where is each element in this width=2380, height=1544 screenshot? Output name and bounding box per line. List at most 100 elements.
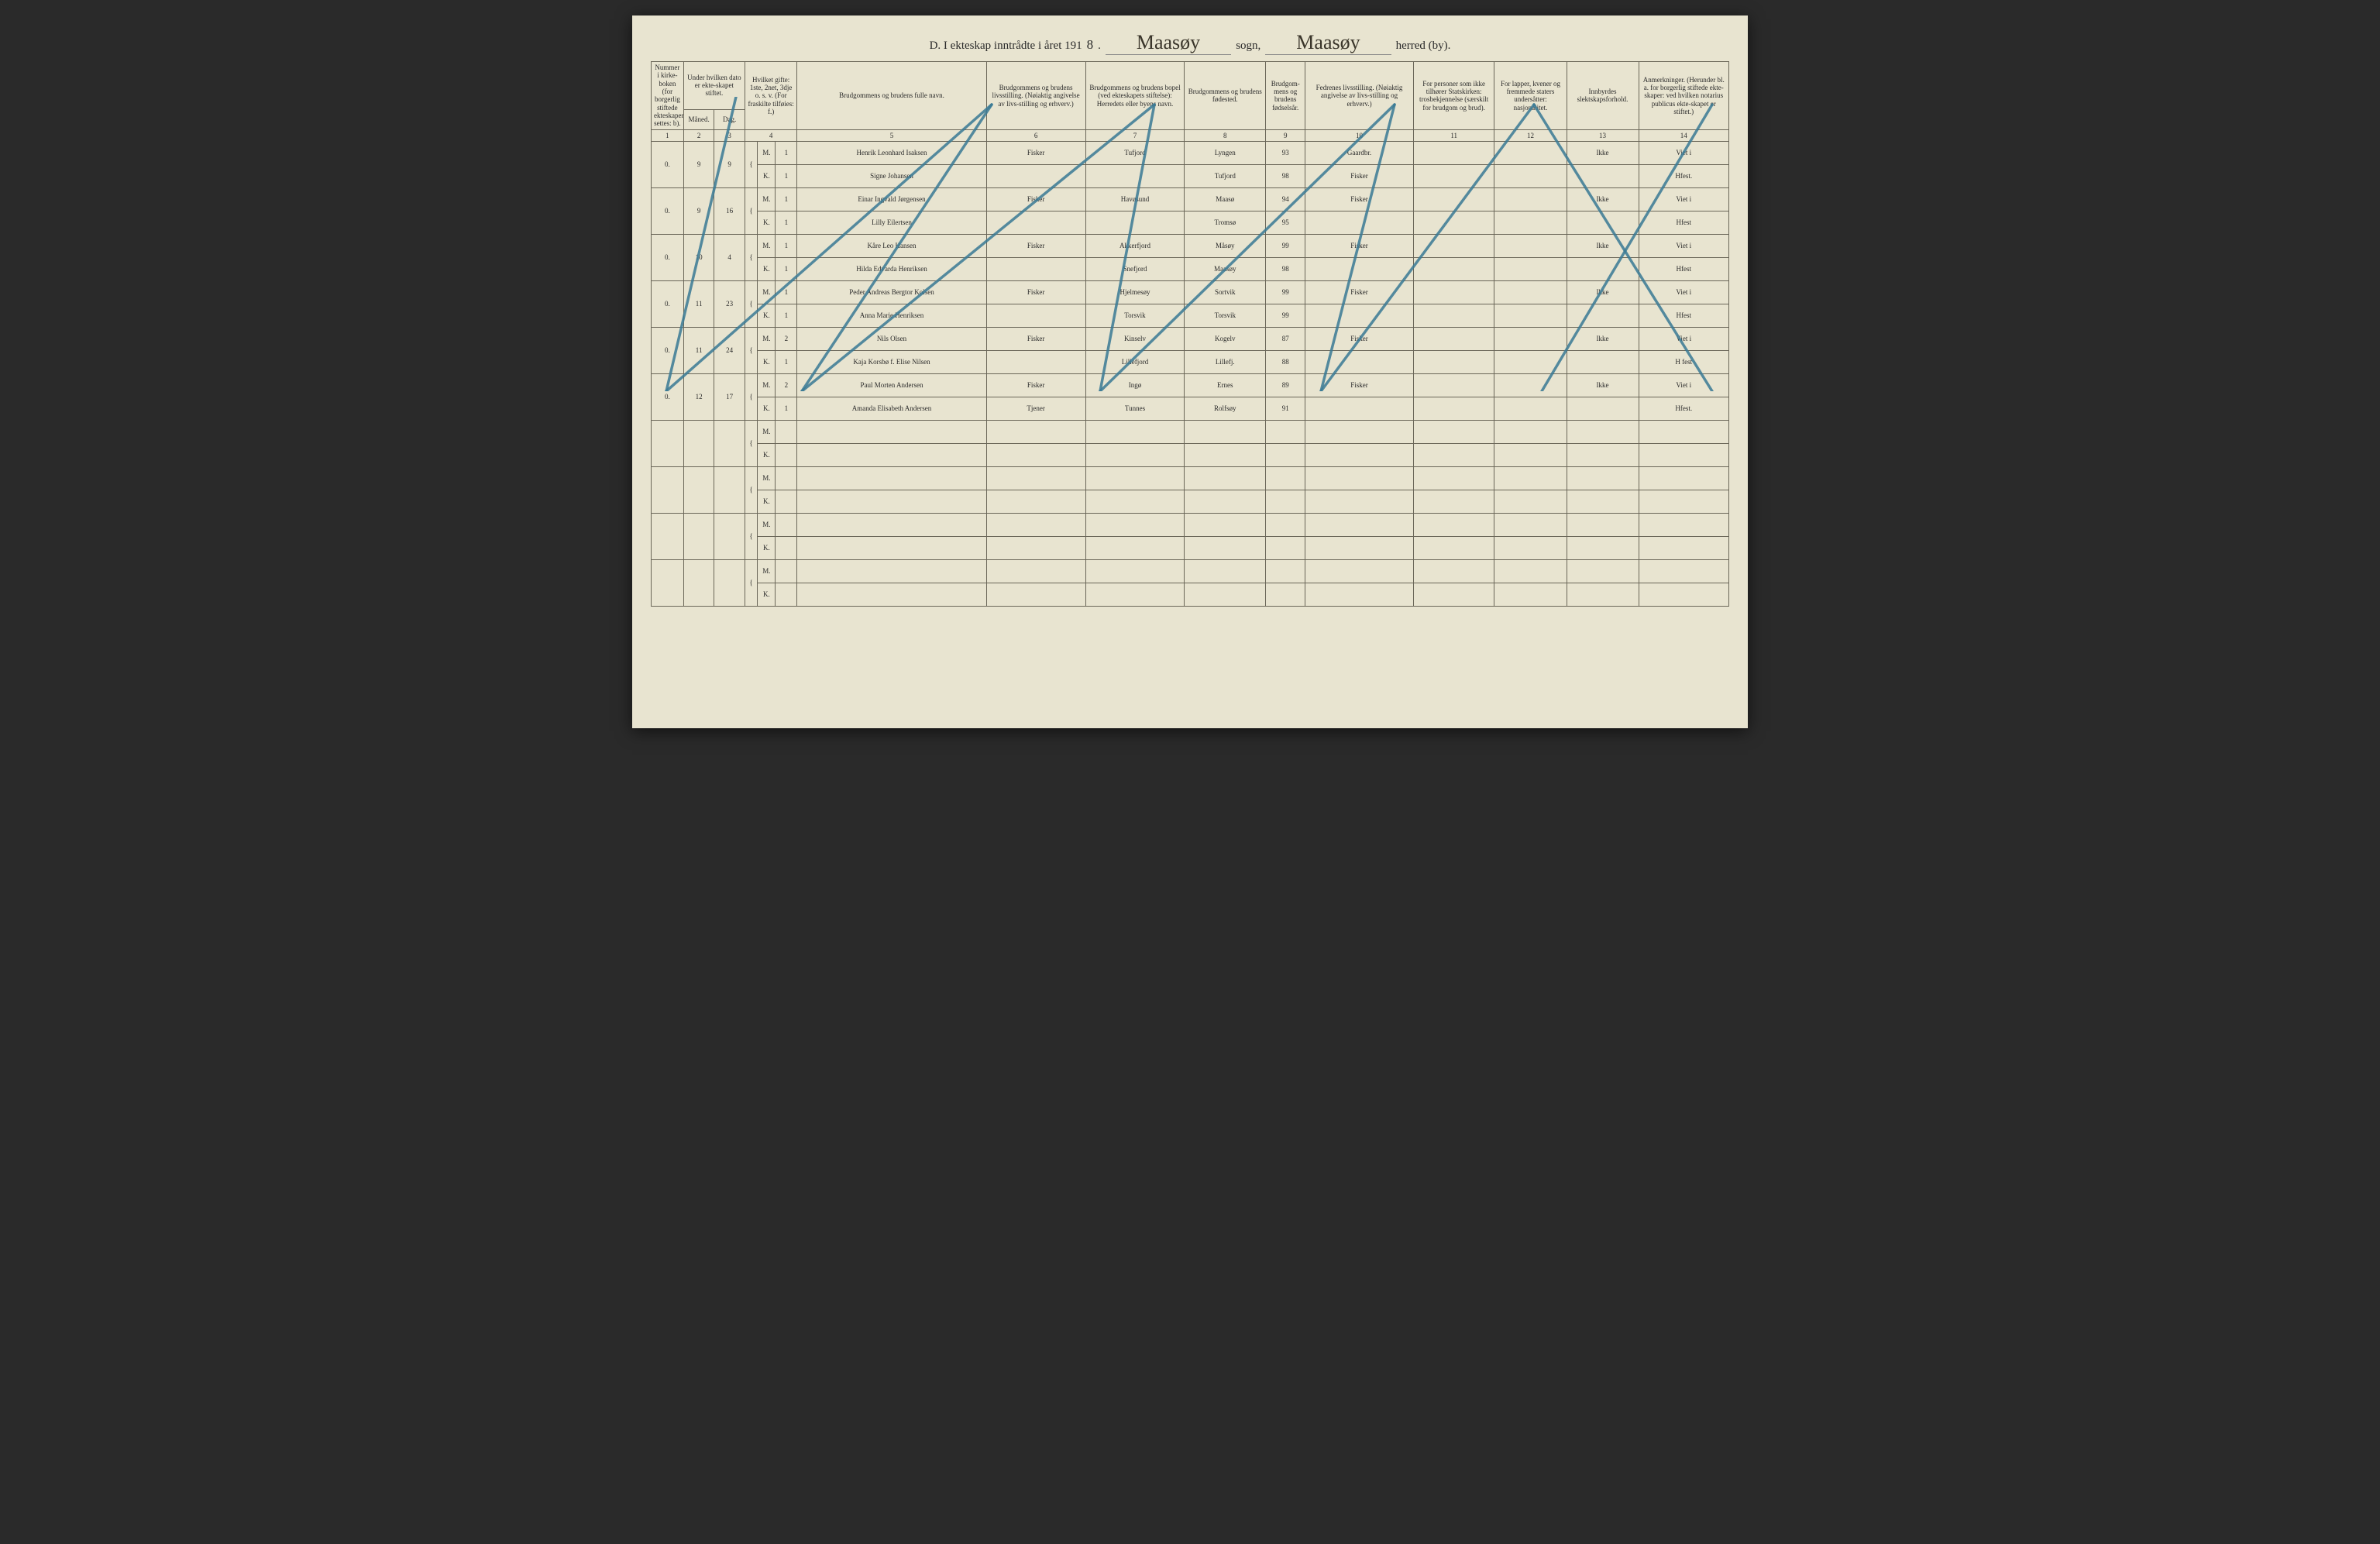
colnum-3: 3 — [714, 129, 745, 141]
cell-month — [683, 514, 714, 560]
cell-day: 16 — [714, 188, 745, 235]
cell-father: Fisker — [1305, 188, 1414, 211]
cell-occ: Tjener — [986, 397, 1085, 421]
cell-c11 — [1413, 397, 1494, 421]
row-m-label: M. — [758, 281, 776, 304]
cell-c11 — [1413, 304, 1494, 328]
title-prefix: D. I ekteskap inntrådte i året 191 — [930, 40, 1082, 53]
cell-c11 — [1413, 421, 1494, 444]
cell-c13 — [1567, 351, 1639, 374]
cell-c11 — [1413, 328, 1494, 351]
table-body: 0.99{M.1Henrik Leonhard IsaksenFiskerTuf… — [652, 142, 1729, 607]
cell-gifte — [776, 537, 797, 560]
cell-c12 — [1494, 444, 1567, 467]
cell-bopel: Lillefjord — [1085, 351, 1185, 374]
cell-year — [1266, 421, 1305, 444]
table-row: 0.1124{M.2Nils OlsenFiskerKinselvKogelv8… — [652, 328, 1729, 351]
hdr-c7: Brudgommens og brudens bopel (ved ektesk… — [1085, 62, 1185, 130]
hdr-c12: For lapper, kvener og fremmede staters u… — [1494, 62, 1567, 130]
cell-gifte — [776, 560, 797, 583]
ledger-page: D. I ekteskap inntrådte i året 1918 . Ma… — [632, 15, 1748, 728]
cell-bopel: Ingø — [1085, 374, 1185, 397]
cell-month: 9 — [683, 142, 714, 188]
cell-c11 — [1413, 258, 1494, 281]
page-title-row: D. I ekteskap inntrådte i året 1918 . Ma… — [651, 31, 1729, 55]
cell-num — [652, 514, 684, 560]
row-k-label: K. — [758, 444, 776, 467]
cell-father: Fisker — [1305, 165, 1414, 188]
table-row: 0.104{M.1Kåre Leo HansenFiskerAkkerfjord… — [652, 235, 1729, 258]
row-m-label: M. — [758, 142, 776, 165]
cell-occ: Fisker — [986, 235, 1085, 258]
colnum-13: 13 — [1567, 129, 1639, 141]
hdr-c3: Dag. — [714, 109, 745, 129]
cell-occ — [986, 351, 1085, 374]
cell-day — [714, 514, 745, 560]
cell-c14: Viet i — [1639, 374, 1728, 397]
cell-c13 — [1567, 514, 1639, 537]
cell-name: Anna Marie Henriksen — [797, 304, 986, 328]
cell-father: Fisker — [1305, 235, 1414, 258]
cell-c12 — [1494, 397, 1567, 421]
brace-icon: { — [745, 374, 757, 421]
table-header: Nummer i kirke-boken (for borgerlig stif… — [652, 62, 1729, 142]
brace-icon: { — [745, 421, 757, 467]
colnum-4: 4 — [745, 129, 796, 141]
cell-bopel — [1085, 444, 1185, 467]
cell-c13: Ikke — [1567, 188, 1639, 211]
cell-bopel: Tufjord — [1085, 142, 1185, 165]
table-row: K.1Kaja Korsbø f. Elise NilsenLillefjord… — [652, 351, 1729, 374]
cell-num: 0. — [652, 328, 684, 374]
cell-year — [1266, 514, 1305, 537]
cell-year: 99 — [1266, 235, 1305, 258]
table-row: {M. — [652, 560, 1729, 583]
cell-occ — [986, 514, 1085, 537]
cell-c12 — [1494, 490, 1567, 514]
title-year-suffix: 8 — [1087, 37, 1094, 53]
brace-icon: { — [745, 142, 757, 188]
row-m-label: M. — [758, 514, 776, 537]
cell-occ — [986, 304, 1085, 328]
cell-c13 — [1567, 421, 1639, 444]
cell-num — [652, 467, 684, 514]
cell-c12 — [1494, 583, 1567, 607]
cell-c12 — [1494, 537, 1567, 560]
cell-c14 — [1639, 537, 1728, 560]
cell-c12 — [1494, 351, 1567, 374]
cell-month — [683, 560, 714, 607]
cell-father — [1305, 258, 1414, 281]
table-row: K.1Hilda Edvarda HenriksenSnefjordMaasøy… — [652, 258, 1729, 281]
hdr-c10: Fedrenes livsstilling. (Nøiaktig angivel… — [1305, 62, 1414, 130]
cell-name — [797, 514, 986, 537]
row-k-label: K. — [758, 258, 776, 281]
cell-year: 93 — [1266, 142, 1305, 165]
herred-label: herred (by). — [1396, 40, 1451, 53]
cell-bopel: Torsvik — [1085, 304, 1185, 328]
hdr-c2: Måned. — [683, 109, 714, 129]
row-m-label: M. — [758, 235, 776, 258]
cell-bopel: Hjelmesøy — [1085, 281, 1185, 304]
row-m-label: M. — [758, 374, 776, 397]
cell-c14 — [1639, 467, 1728, 490]
cell-year: 94 — [1266, 188, 1305, 211]
cell-c11 — [1413, 188, 1494, 211]
table-row: {M. — [652, 421, 1729, 444]
hdr-c8: Brudgommens og brudens fødested. — [1185, 62, 1266, 130]
cell-name — [797, 421, 986, 444]
colnum-14: 14 — [1639, 129, 1728, 141]
cell-c11 — [1413, 560, 1494, 583]
cell-c12 — [1494, 281, 1567, 304]
cell-father — [1305, 444, 1414, 467]
cell-occ: Fisker — [986, 142, 1085, 165]
cell-year — [1266, 467, 1305, 490]
cell-c14: Hfest — [1639, 211, 1728, 235]
row-m-label: M. — [758, 188, 776, 211]
cell-c12 — [1494, 514, 1567, 537]
colnum-11: 11 — [1413, 129, 1494, 141]
cell-year — [1266, 560, 1305, 583]
cell-father: Gaardbr. — [1305, 142, 1414, 165]
cell-occ — [986, 444, 1085, 467]
cell-father — [1305, 421, 1414, 444]
cell-father: Fisker — [1305, 374, 1414, 397]
cell-occ — [986, 258, 1085, 281]
